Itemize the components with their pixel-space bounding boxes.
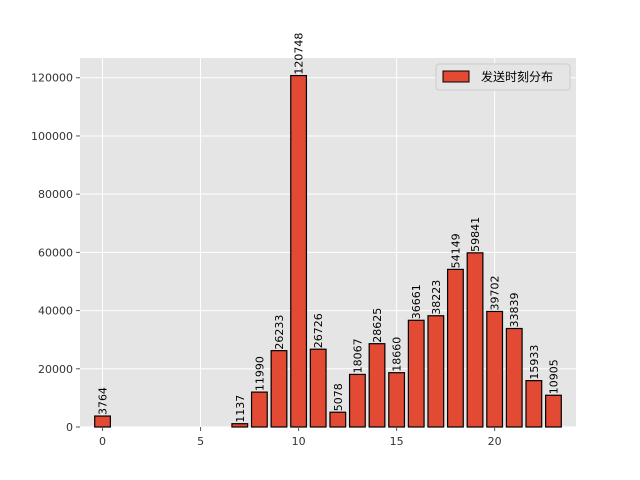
bar [525, 380, 543, 428]
y-tick-label: 60000 [38, 246, 73, 259]
bar-value-label: 28625 [371, 308, 384, 343]
bar-value-label: 54149 [449, 233, 462, 268]
x-tick-label: 15 [390, 435, 404, 448]
bar [270, 350, 288, 428]
bar-value-label: 120748 [293, 33, 306, 75]
legend-label: 发送时刻分布 [481, 69, 553, 84]
bar [348, 373, 366, 428]
x-tick-label: 20 [488, 435, 502, 448]
y-tick-label: 80000 [38, 188, 73, 201]
bar-value-label: 11990 [253, 356, 266, 391]
y-tick-label: 0 [66, 421, 73, 434]
y-tick-label: 100000 [31, 130, 73, 143]
bar-value-label: 59841 [469, 217, 482, 252]
bar [329, 411, 347, 428]
bar [407, 319, 425, 428]
bars [94, 74, 562, 428]
legend: 发送时刻分布 [435, 63, 571, 91]
x-axis: 0 5 10 15 20 [99, 427, 502, 448]
bar-value-label: 3764 [97, 387, 110, 415]
bar [250, 391, 268, 428]
y-tick-label: 20000 [38, 363, 73, 376]
bar [486, 310, 504, 428]
bar-value-label: 18067 [351, 338, 364, 373]
bar [466, 252, 484, 428]
bar-value-label: 26233 [273, 315, 286, 350]
legend-swatch [442, 70, 470, 83]
bar [290, 74, 308, 428]
bar-value-label: 18660 [391, 337, 404, 372]
bar [388, 372, 406, 428]
bar [94, 415, 111, 428]
bar [368, 343, 386, 428]
bar [309, 348, 327, 428]
bar-value-label: 38223 [430, 280, 443, 315]
bar-value-label: 33839 [508, 293, 521, 328]
bar-value-label: 26726 [312, 313, 325, 348]
x-tick-label: 10 [292, 435, 306, 448]
bar-value-label: 36661 [410, 284, 423, 319]
bar-value-label: 1137 [234, 395, 247, 423]
x-tick-label: 5 [197, 435, 204, 448]
bar-value-label: 39702 [489, 275, 502, 310]
y-tick-label: 40000 [38, 305, 73, 318]
bar [427, 315, 445, 428]
y-tick-label: 120000 [31, 72, 73, 85]
bar [446, 268, 464, 428]
x-tick-label: 0 [99, 435, 106, 448]
bar-labels: 3764 1137 11990 26233 120748 26726 5078 18067 28… [97, 33, 561, 423]
bar-value-label: 5078 [332, 383, 345, 411]
bar [505, 327, 523, 428]
bar-value-label: 15933 [528, 345, 541, 380]
bar [545, 394, 562, 428]
bar [231, 423, 249, 428]
bar-value-label: 10905 [547, 359, 560, 394]
y-axis: 0 20000 40000 60000 80000 100000 120000 [31, 72, 80, 434]
